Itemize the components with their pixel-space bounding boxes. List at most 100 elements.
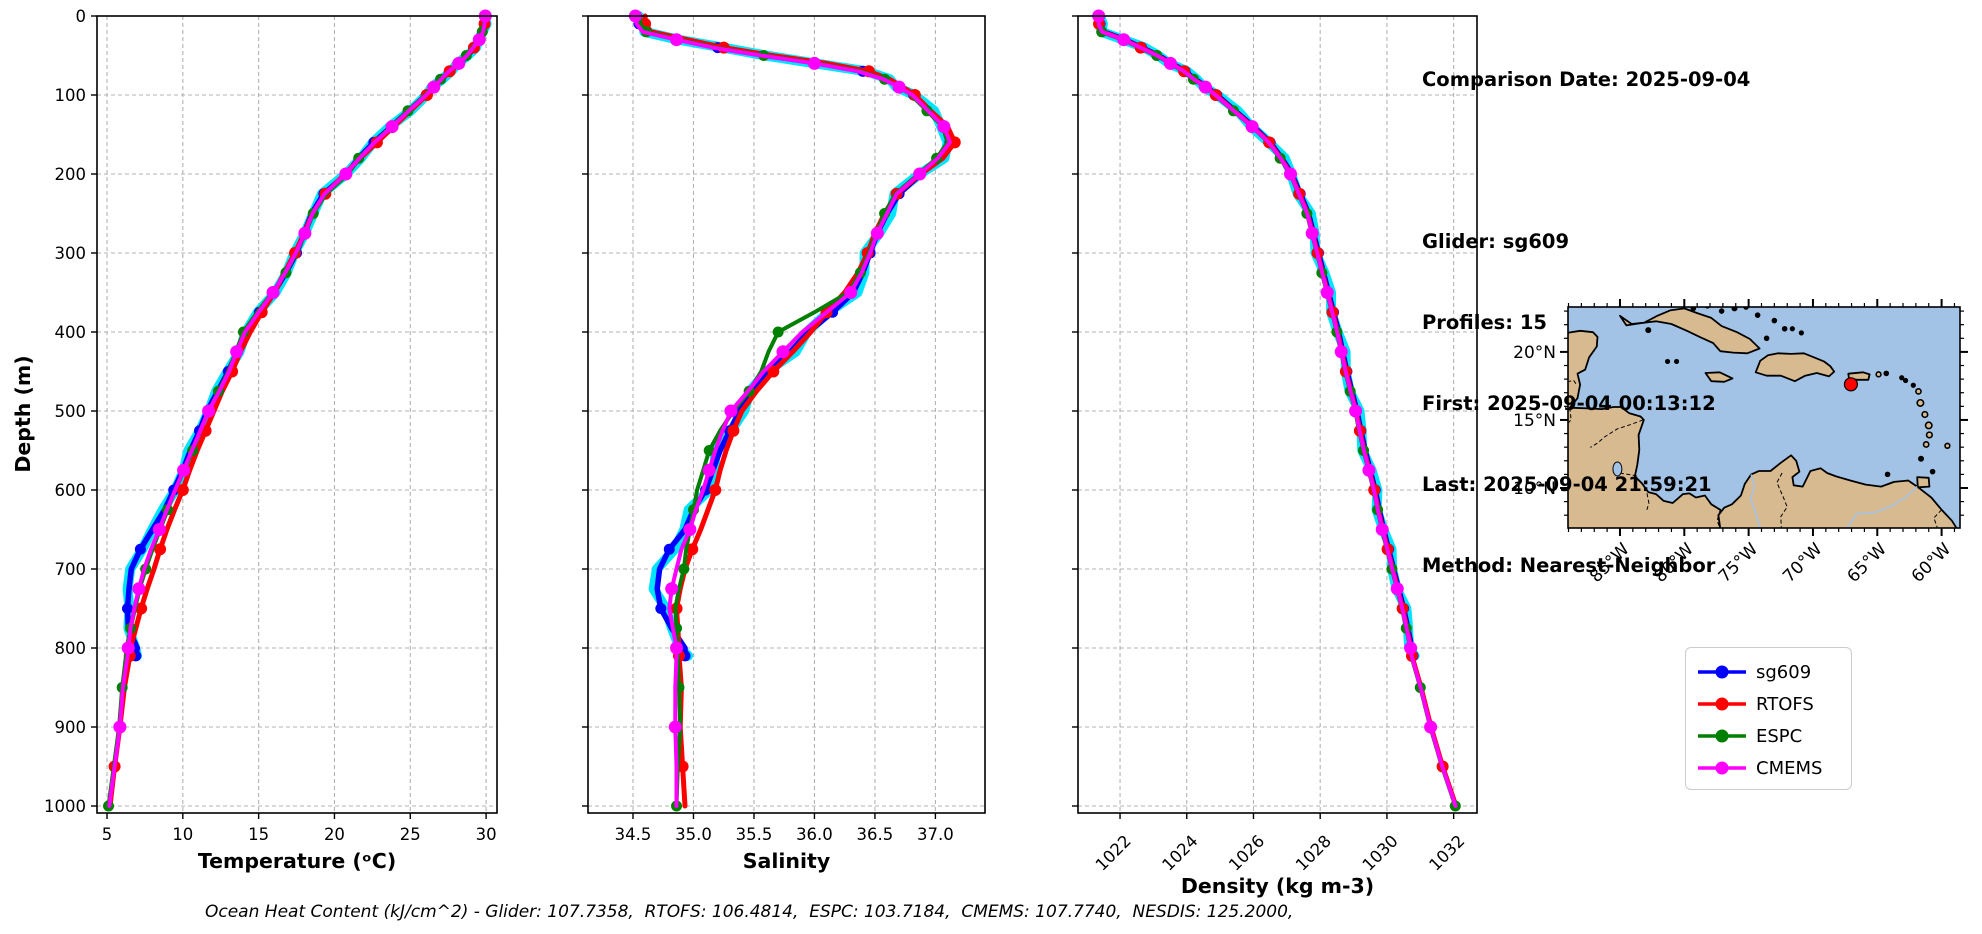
series-line-sg609 [124, 13, 488, 659]
series-marker-CMEMS [230, 345, 244, 359]
series-marker-CMEMS [202, 404, 216, 418]
series-marker-CMEMS [177, 463, 191, 477]
series-marker-CMEMS [1390, 582, 1404, 596]
legend-label: ESPC [1756, 725, 1803, 747]
series-marker-ESPC [772, 326, 784, 338]
map-island [1884, 471, 1891, 478]
map-country-border [1645, 493, 1650, 512]
plot-frame [587, 15, 986, 814]
y-tick-label: 900 [55, 718, 87, 737]
legend-label: CMEMS [1756, 757, 1823, 779]
x-tick-label: 34.5 [615, 825, 652, 844]
series-marker-CMEMS [427, 80, 441, 94]
series-marker-CMEMS [152, 523, 166, 536]
series-marker-CMEMS [1362, 463, 1376, 477]
series-marker-CMEMS [807, 56, 821, 70]
map-country-border [1933, 509, 1942, 528]
map-island [1875, 371, 1882, 378]
series-marker-CMEMS [1198, 80, 1212, 94]
map-landmass [1916, 476, 1931, 489]
legend-entry-espc: ESPC [1696, 720, 1851, 752]
map-island [1754, 312, 1761, 318]
series-marker-RTOFS [686, 543, 699, 556]
map-country-border [1568, 379, 1578, 386]
series-line-sg609 [1097, 13, 1416, 659]
x-tick-label: 35.5 [736, 825, 773, 844]
legend-marker [1715, 697, 1729, 711]
legend-entry-cmems: CMEMS [1696, 752, 1851, 784]
y-tick-label: 400 [55, 323, 87, 342]
x-tick-label: 37.0 [917, 825, 954, 844]
y-tick-label: 100 [55, 86, 87, 105]
map-island [1718, 308, 1725, 314]
series-marker-ESPC [703, 445, 715, 456]
map-inner [1568, 307, 1958, 528]
glider-id-text: Glider: sg609 [1422, 230, 1570, 253]
series-marker-CMEMS [1375, 523, 1389, 536]
legend-label: sg609 [1756, 661, 1812, 683]
series-marker-CMEMS [132, 582, 146, 596]
method-text: Method: Nearest-Neighbor [1422, 554, 1716, 577]
y-tick-label: 600 [55, 481, 87, 500]
series-marker-CMEMS [776, 345, 790, 359]
chart-temperature-profile: 5 10 15 20 25 3001002003004005006007008009001… [44, 7, 498, 873]
map-landmass [1619, 307, 1761, 355]
glider-position-marker [1843, 377, 1859, 392]
map-island [1781, 325, 1788, 332]
series-marker-CMEMS [702, 463, 716, 477]
chart-salinity-profile: 34.5 35.0 35.5 36.0 36.5 37.0 Salinity [582, 9, 986, 873]
series-marker-RTOFS [767, 365, 780, 378]
legend: sg609 RTOFS ESPC CMEMS [1685, 647, 1852, 790]
series-marker-sg609 [663, 543, 675, 555]
map-lon-label: 60°W [1908, 539, 1955, 586]
map-island [1902, 377, 1909, 384]
map-island [1918, 455, 1925, 462]
map-island [1924, 421, 1933, 430]
y-tick-label: 1000 [44, 797, 86, 816]
series-marker-RTOFS [948, 136, 961, 149]
series-marker-CMEMS [1320, 286, 1334, 299]
series-marker-CMEMS [668, 720, 682, 734]
series-marker-ESPC [678, 563, 690, 575]
legend-entry-sg609: sg609 [1696, 656, 1851, 688]
legend-marker [1715, 729, 1729, 743]
series-marker-CMEMS [937, 120, 951, 134]
series-marker-CMEMS [472, 33, 486, 47]
x-tick-label: 25 [400, 825, 421, 844]
map-lake [1612, 461, 1623, 477]
x-axis-label-salinity-profile: Salinity [743, 849, 830, 873]
legend-line-sample [1698, 729, 1746, 743]
map-island [1883, 370, 1890, 377]
map-island [1899, 375, 1905, 381]
x-axis-label-density-profile: Density (kg m-3) [1181, 874, 1374, 898]
series-marker-CMEMS [1305, 226, 1319, 240]
series-marker-CMEMS [1163, 56, 1177, 70]
info-spacer [1422, 147, 1750, 174]
legend-entry-rtofs: RTOFS [1696, 688, 1851, 720]
first-profile-time-text: First: 2025-09-04 00:13:12 [1422, 392, 1716, 415]
series-marker-CMEMS [1117, 33, 1131, 47]
series-marker-CMEMS [385, 120, 399, 134]
series-marker-CMEMS [452, 56, 466, 70]
map-lat-label: 15°N [1513, 411, 1556, 431]
series-marker-CMEMS [670, 33, 684, 47]
profiles-count-text: Profiles: 15 [1422, 311, 1547, 334]
map-lon-label: 65°W [1843, 539, 1890, 586]
map-island [1673, 358, 1680, 365]
series-marker-CMEMS [870, 226, 884, 240]
x-tick-label: 35.0 [675, 825, 712, 844]
series-marker-CMEMS [683, 523, 697, 536]
x-tick-label: 20 [324, 825, 345, 844]
x-tick-label: 10 [172, 825, 193, 844]
series-marker-CMEMS [339, 167, 353, 181]
legend-marker [1715, 761, 1729, 775]
series-marker-CMEMS [665, 582, 679, 596]
map-island [1916, 398, 1925, 407]
series-marker-RTOFS [176, 484, 189, 496]
series-marker-RTOFS [709, 484, 722, 496]
map-landmass [1704, 371, 1734, 383]
plot-frame [1077, 15, 1478, 814]
series-marker-RTOFS [154, 543, 167, 556]
map-landmass [1754, 352, 1836, 383]
